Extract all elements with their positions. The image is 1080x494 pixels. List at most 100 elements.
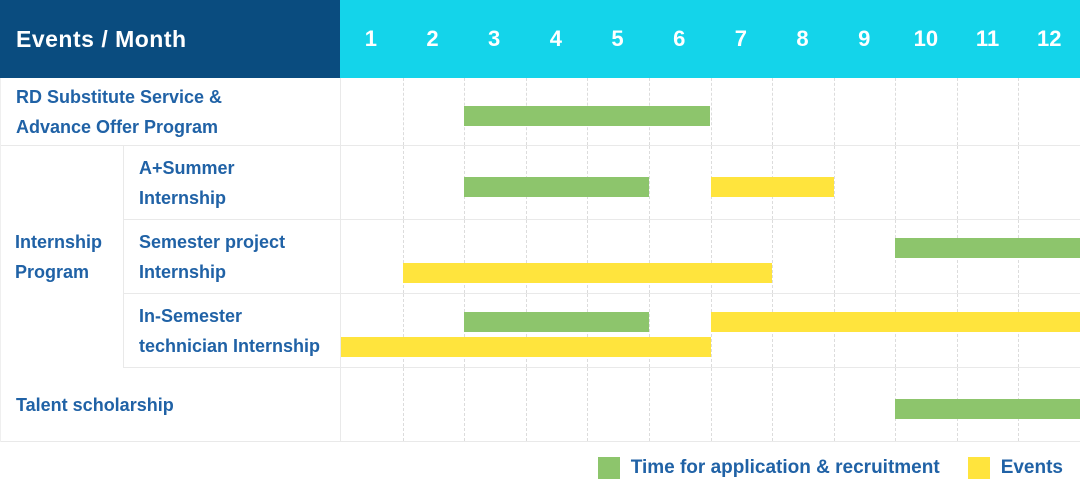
- table-row-group: Internship Program A+Summer Internship Semes…: [1, 146, 1080, 368]
- row-label-line: Semester project: [139, 231, 286, 252]
- month-grid-line: [833, 78, 835, 145]
- row-label: Semester project Internship: [124, 220, 341, 293]
- bars-stack: [341, 398, 1080, 419]
- row-label-line: Internship: [139, 261, 227, 282]
- month-grid-line: [402, 368, 404, 441]
- table-row: RD Substitute Service & Advance Offer Pro…: [1, 78, 1080, 146]
- month-grid-line: [833, 220, 835, 293]
- row-label: In-Semester technician Internship: [124, 294, 341, 367]
- bar-line: [341, 398, 1080, 419]
- legend-yellow-label: Events: [1000, 457, 1063, 478]
- legend-yellow-swatch: [967, 457, 990, 479]
- table-header: Events / Month 1 2 3 4 5 6 7 8 9 10 11 12: [0, 0, 1080, 78]
- month-grid-line: [1018, 146, 1020, 219]
- gantt-bar-green: [895, 398, 1080, 419]
- month-grid-line: [956, 78, 958, 145]
- month-header-cell: 3: [488, 26, 501, 51]
- gantt-bar-green: [464, 312, 649, 332]
- month-header-cell: 1: [364, 26, 377, 51]
- row-label: RD Substitute Service & Advance Offer Pro…: [1, 78, 341, 145]
- row-label-line: Internship: [139, 187, 227, 208]
- month-grid-line: [402, 220, 404, 293]
- legend: Time for application & recruitment Event…: [0, 442, 1080, 494]
- table-body: RD Substitute Service & Advance Offer Pro…: [0, 78, 1080, 442]
- chart-cell: [341, 146, 1080, 219]
- bar-line: [341, 105, 1080, 126]
- month-header-cell: 10: [913, 26, 939, 51]
- month-grid-line: [895, 146, 897, 219]
- group-body: A+Summer Internship Semester project Intern…: [124, 146, 1080, 368]
- chart-cell: [341, 78, 1080, 145]
- bar-line: [341, 312, 1080, 332]
- row-label-line: Talent scholarship: [16, 394, 174, 415]
- row-label-line: A+Summer: [139, 157, 235, 178]
- gantt-bar-yellow: [710, 312, 1080, 332]
- month-grid-line: [710, 78, 712, 145]
- row-label-line: technician Internship: [139, 335, 321, 356]
- table-row: Semester project Internship: [124, 220, 1080, 294]
- month-grid-line: [710, 220, 712, 293]
- month-grid-line: [833, 368, 835, 441]
- chart-cell: [341, 220, 1080, 293]
- month-grid-line: [772, 78, 774, 145]
- legend-green-label: Time for application & recruitment: [630, 457, 940, 478]
- bars-stack: [341, 238, 1080, 283]
- month-grid-line: [956, 146, 958, 219]
- group-label: Internship Program: [1, 146, 124, 368]
- month-grid-line: [895, 78, 897, 145]
- month-header-cell: 12: [1036, 26, 1062, 51]
- bar-line: [341, 238, 1080, 258]
- bars-stack: [341, 105, 1080, 126]
- month-grid-line: [710, 368, 712, 441]
- gantt-bar-yellow: [402, 263, 773, 283]
- month-grid-line: [402, 146, 404, 219]
- bars-stack: [341, 312, 1080, 357]
- month-grid-line: [833, 146, 835, 219]
- row-label: A+Summer Internship: [124, 146, 341, 219]
- month-grid-line: [772, 220, 774, 293]
- table-row: A+Summer Internship: [124, 146, 1080, 220]
- row-label: Talent scholarship: [1, 368, 341, 441]
- bar-line: [341, 176, 1080, 197]
- chart-cell: [341, 294, 1080, 367]
- header-title-cell: Events / Month: [0, 0, 340, 78]
- gantt-bar-yellow: [710, 176, 834, 197]
- month-grid-line: [525, 220, 527, 293]
- month-header-cell: 7: [734, 26, 747, 51]
- month-header-cell: 5: [611, 26, 624, 51]
- month-header-cell: 6: [673, 26, 686, 51]
- month-grid-line: [464, 368, 466, 441]
- month-grid-line: [648, 220, 650, 293]
- month-grid-line: [648, 294, 650, 367]
- month-grid-line: [464, 220, 466, 293]
- gantt-bar-green: [895, 238, 1080, 258]
- month-header-cell: 2: [426, 26, 439, 51]
- legend-green-swatch: [597, 457, 620, 479]
- bars-stack: [341, 176, 1080, 197]
- month-grid-line: [648, 368, 650, 441]
- row-label-line: Advance Offer Program: [16, 116, 219, 137]
- month-header-cell: 4: [549, 26, 562, 51]
- month-header-cell: 9: [858, 26, 871, 51]
- table-row: Talent scholarship: [1, 368, 1080, 442]
- row-label-line: Internship: [15, 232, 103, 252]
- month-grid-line: [402, 78, 404, 145]
- bar-line: [341, 337, 1080, 357]
- page-title: Events / Month: [16, 25, 187, 52]
- month-grid-line: [587, 220, 589, 293]
- month-grid-line: [1018, 78, 1020, 145]
- month-grid-line: [772, 368, 774, 441]
- row-label-line: RD Substitute Service &: [16, 86, 223, 107]
- month-grid-line: [402, 294, 404, 367]
- month-header-row: 1 2 3 4 5 6 7 8 9 10 11 12: [340, 0, 1080, 78]
- month-grid-line: [648, 146, 650, 219]
- gantt-bar-yellow: [341, 337, 711, 357]
- gantt-bar-green: [464, 105, 711, 126]
- month-header-cell: 11: [975, 26, 1000, 51]
- row-label-line: Program: [15, 262, 90, 282]
- row-label-line: In-Semester: [139, 305, 243, 326]
- month-grid-line: [525, 368, 527, 441]
- chart-cell: [341, 368, 1080, 441]
- gantt-bar-green: [464, 176, 649, 197]
